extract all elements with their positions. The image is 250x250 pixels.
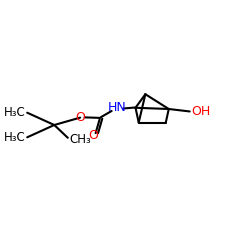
Text: H₃C: H₃C	[4, 106, 26, 119]
Text: O: O	[89, 129, 99, 142]
Text: HN: HN	[108, 101, 126, 114]
Text: CH₃: CH₃	[69, 132, 91, 145]
Text: OH: OH	[191, 105, 210, 118]
Text: H₃C: H₃C	[4, 130, 26, 143]
Text: O: O	[75, 111, 85, 124]
